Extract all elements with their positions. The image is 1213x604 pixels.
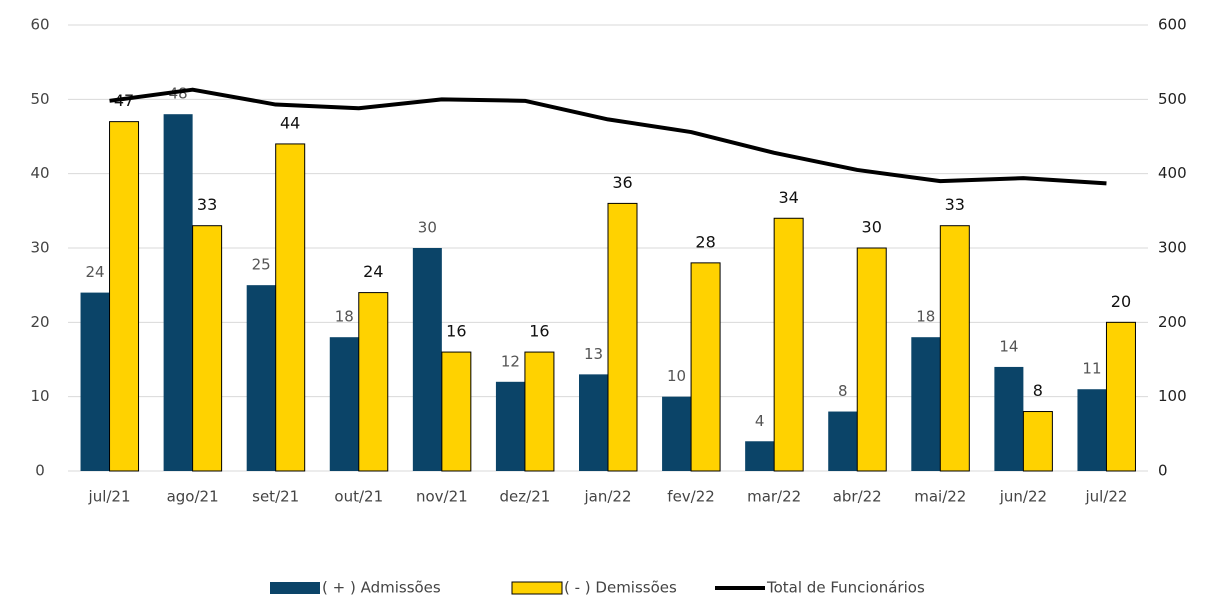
bar	[109, 121, 140, 472]
data-label: 36	[612, 173, 632, 192]
y2-tick-label: 100	[1158, 387, 1187, 405]
x-tick-label: mar/22	[747, 488, 801, 506]
bar	[662, 396, 692, 471]
x-tick-label: fev/22	[667, 488, 715, 506]
data-label: 12	[501, 352, 520, 370]
x-tick-label: out/21	[334, 488, 383, 506]
data-label: 24	[363, 262, 383, 281]
x-tick-label: jun/22	[999, 488, 1047, 506]
legend-swatch	[511, 581, 563, 595]
x-tick-label: jul/22	[1084, 488, 1127, 506]
bar	[939, 225, 970, 472]
y2-tick-label: 300	[1158, 239, 1187, 257]
legend-swatch	[270, 582, 320, 594]
x-tick-label: dez/21	[500, 488, 551, 506]
data-label: 34	[778, 188, 798, 207]
data-label: 30	[862, 218, 882, 237]
x-tick-label: nov/21	[416, 488, 468, 506]
line	[109, 87, 1107, 186]
bar	[358, 292, 389, 472]
legend-label: Total de Funcionários	[766, 579, 925, 597]
bar	[856, 247, 887, 472]
bar	[246, 285, 276, 471]
x-tick-label: ago/21	[167, 488, 219, 506]
data-label: 25	[252, 256, 271, 274]
data-label: 18	[335, 308, 354, 326]
data-label: 14	[999, 337, 1018, 355]
bar	[690, 262, 721, 472]
bar	[773, 217, 804, 472]
bar	[607, 202, 638, 472]
bar	[911, 337, 941, 471]
x-tick-label: jan/22	[583, 488, 631, 506]
data-label: 10	[667, 367, 686, 385]
y-tick-label: 60	[30, 16, 49, 34]
data-label: 11	[1082, 360, 1101, 378]
data-label: 33	[945, 195, 965, 214]
bar	[412, 248, 442, 471]
bar	[745, 441, 775, 471]
bar	[275, 143, 306, 472]
bar	[1022, 411, 1053, 472]
y2-tick-label: 500	[1158, 90, 1187, 108]
data-label: 30	[418, 219, 437, 237]
bar	[192, 225, 223, 472]
bar	[524, 351, 555, 472]
y-tick-label: 0	[35, 462, 45, 480]
y-tick-label: 40	[30, 164, 49, 182]
data-label: 16	[529, 322, 549, 341]
bar	[1105, 321, 1136, 472]
bar	[495, 381, 525, 471]
data-label: 28	[695, 232, 715, 251]
data-label: 18	[916, 308, 935, 326]
y-tick-label: 50	[30, 90, 49, 108]
bar	[441, 351, 472, 472]
legend-label: ( + ) Admissões	[322, 579, 441, 597]
data-label: 44	[280, 113, 300, 132]
data-label: 4	[755, 412, 765, 430]
y-tick-label: 20	[30, 313, 49, 331]
y2-tick-label: 600	[1158, 16, 1187, 34]
x-tick-label: set/21	[252, 488, 299, 506]
y-tick-label: 30	[30, 239, 49, 257]
bar	[163, 114, 193, 471]
data-label: 16	[446, 322, 466, 341]
data-label: 20	[1111, 292, 1131, 311]
legend-label: ( - ) Demissões	[564, 579, 677, 597]
y2-tick-label: 0	[1158, 462, 1168, 480]
bar	[994, 366, 1024, 471]
data-label: 8	[838, 382, 848, 400]
x-tick-label: mai/22	[914, 488, 966, 506]
bar	[1077, 389, 1107, 471]
bar	[579, 374, 608, 471]
y-tick-label: 10	[30, 387, 49, 405]
data-label: 13	[584, 345, 603, 363]
bar	[80, 292, 110, 471]
data-label: 24	[85, 263, 104, 281]
x-tick-label: jul/21	[88, 488, 131, 506]
y2-tick-label: 400	[1158, 164, 1187, 182]
data-label: 33	[197, 195, 217, 214]
data-label: 8	[1033, 381, 1043, 400]
x-tick-label: abr/22	[833, 488, 882, 506]
y2-tick-label: 200	[1158, 313, 1187, 331]
bar	[329, 337, 359, 471]
bar	[828, 411, 858, 471]
